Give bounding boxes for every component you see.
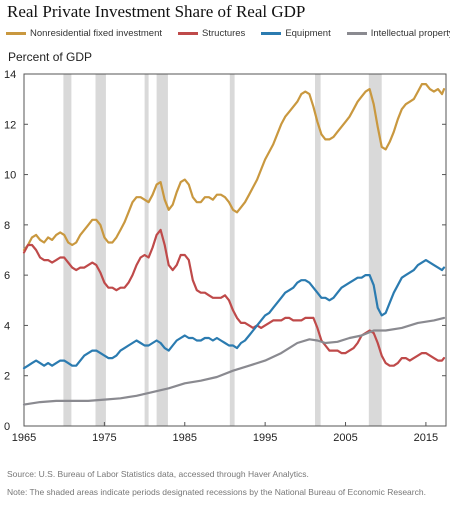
recession-band-5 — [229, 74, 235, 426]
legend-item-nonresidential-fixed-investment: Nonresidential fixed investment — [6, 28, 162, 39]
recession-band-3 — [144, 74, 149, 426]
series-line-equipment — [22, 259, 446, 370]
y-tick-label: 6 — [4, 270, 10, 282]
recession-band-2 — [95, 74, 106, 426]
x-tick-label: 1995 — [253, 432, 277, 444]
recession-band-4 — [156, 74, 168, 426]
series-line-intellectual-property — [22, 316, 446, 406]
y-tick-label: 4 — [4, 320, 10, 332]
x-tick-label: 1965 — [12, 432, 36, 444]
x-axis-ticks: 1965 1975 1985 1995 2005 2015 — [12, 422, 438, 444]
legend-item-equipment: Equipment — [261, 28, 331, 39]
y-axis-label: Percent of GDP — [8, 50, 93, 64]
legend-swatch — [346, 32, 367, 35]
legend-swatch — [178, 32, 199, 35]
legend-item-intellectual-property: Intellectual property — [346, 28, 450, 39]
chart-legend: Nonresidential fixed investment Structure… — [6, 28, 450, 39]
x-tick-label: 2015 — [414, 432, 438, 444]
recession-shading-layer — [63, 74, 382, 426]
recession-band-1 — [63, 74, 72, 426]
source-note: Source: U.S. Bureau of Labor Statistics … — [7, 469, 309, 479]
y-tick-label: 10 — [4, 170, 16, 182]
legend-label: Nonresidential fixed investment — [30, 28, 163, 39]
recession-band-6 — [315, 74, 321, 426]
chart-plot-area: 0 2 4 6 8 10 12 14 1965 1975 1985 1995 2005 2015 — [4, 69, 447, 444]
y-tick-label: 8 — [4, 220, 10, 232]
recession-note: Note: The shaded areas indicate periods … — [7, 487, 426, 497]
x-tick-label: 2005 — [333, 432, 357, 444]
y-tick-label: 0 — [4, 421, 10, 433]
legend-swatch — [6, 32, 26, 35]
recession-band-7 — [368, 74, 382, 426]
y-axis-ticks: 0 2 4 6 8 10 12 14 — [4, 69, 446, 433]
y-tick-label: 12 — [4, 119, 16, 131]
series-line-structures — [22, 228, 446, 367]
series-lines — [22, 83, 446, 406]
legend-label: Structures — [202, 28, 246, 39]
x-tick-label: 1975 — [92, 432, 116, 444]
legend-label: Intellectual property — [370, 28, 450, 39]
plot-frame — [23, 73, 447, 427]
y-tick-label: 14 — [4, 69, 16, 81]
legend-swatch — [261, 32, 282, 35]
series-line-nonresidential-fixed-investment — [22, 83, 446, 252]
x-tick-label: 1985 — [173, 432, 197, 444]
y-tick-label: 2 — [4, 371, 10, 383]
legend-label: Equipment — [285, 28, 331, 39]
chart-title: Real Private Investment Share of Real GD… — [7, 2, 306, 21]
legend-item-structures: Structures — [178, 28, 245, 39]
